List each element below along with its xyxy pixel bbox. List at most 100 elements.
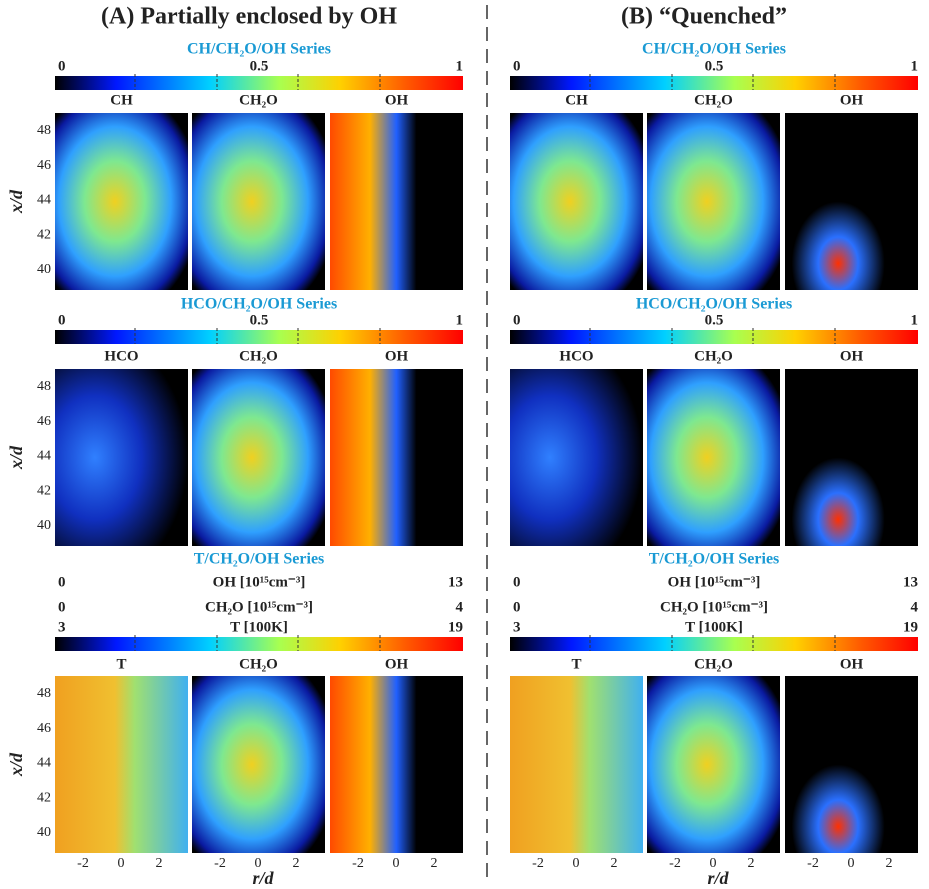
- y-tick-label: 42: [37, 483, 51, 498]
- colorbar-label: 0.5: [250, 312, 269, 328]
- scale-label: OH [10¹⁵cm⁻³]: [668, 574, 761, 590]
- colorbar-label: 1: [911, 58, 919, 74]
- series-title: CH/CH₂O/OH Series: [187, 41, 331, 58]
- image-label: CH₂O: [694, 348, 733, 364]
- x-axis-label: r/d: [252, 868, 274, 888]
- series-title: T/CH₂O/OH Series: [194, 551, 325, 568]
- image-label: HCO: [559, 348, 593, 364]
- image-panel: [647, 676, 780, 853]
- image-label: HCO: [104, 348, 138, 364]
- image-panel: [55, 676, 188, 853]
- image-label: OH: [840, 92, 864, 108]
- y-tick-label: 46: [37, 721, 51, 736]
- image-panel: [192, 113, 325, 290]
- x-tick-label: 0: [255, 856, 262, 871]
- x-tick-label: -2: [214, 856, 226, 871]
- image-panel: [510, 113, 643, 290]
- image-panel: [192, 676, 325, 853]
- image-label: T: [571, 656, 581, 672]
- colorbar: [510, 76, 918, 90]
- image-panel: [192, 369, 325, 546]
- image-panel: [330, 113, 463, 290]
- y-axis-label: x/d: [6, 445, 26, 470]
- colorbar-label: 0: [513, 58, 521, 74]
- scale-min: 3: [58, 619, 66, 635]
- image-panel: [647, 113, 780, 290]
- colorbar-label: 0: [513, 312, 521, 328]
- column-title: (B) “Quenched”: [621, 4, 787, 30]
- scale-max: 4: [911, 599, 919, 615]
- image-panel: [647, 369, 780, 546]
- scale-max: 19: [448, 619, 463, 635]
- y-tick-label: 48: [37, 123, 51, 138]
- image-label: CH: [110, 92, 133, 108]
- x-tick-label: 0: [393, 856, 400, 871]
- y-tick-label: 40: [37, 262, 51, 277]
- scale-label: T [100K]: [230, 619, 288, 635]
- series-title: HCO/CH₂O/OH Series: [636, 296, 792, 313]
- image-label: OH: [385, 656, 409, 672]
- image-label: CH₂O: [239, 656, 278, 672]
- image-panel: [330, 676, 463, 853]
- y-tick-label: 48: [37, 686, 51, 701]
- x-tick-label: 0: [573, 856, 580, 871]
- x-tick-label: -2: [532, 856, 544, 871]
- scale-max: 19: [903, 619, 918, 635]
- scale-max: 4: [456, 599, 464, 615]
- x-tick-label: 2: [611, 856, 618, 871]
- image-panel: [785, 113, 918, 290]
- image-label: OH: [840, 348, 864, 364]
- y-tick-label: 48: [37, 379, 51, 394]
- image-panel: [55, 369, 188, 546]
- y-tick-label: 44: [37, 449, 51, 464]
- series-title: T/CH₂O/OH Series: [649, 551, 780, 568]
- x-tick-label: -2: [77, 856, 89, 871]
- scale-label: CH₂O [10¹⁵cm⁻³]: [660, 599, 768, 615]
- image-label: CH₂O: [239, 348, 278, 364]
- y-tick-label: 40: [37, 825, 51, 840]
- scale-label: CH₂O [10¹⁵cm⁻³]: [205, 599, 313, 615]
- y-tick-label: 42: [37, 790, 51, 805]
- colorbar-label: 0.5: [705, 312, 724, 328]
- y-tick-label: 42: [37, 227, 51, 242]
- x-tick-label: -2: [669, 856, 681, 871]
- colorbar-label: 1: [911, 312, 919, 328]
- image-panel: [55, 113, 188, 290]
- image-panel: [330, 369, 463, 546]
- x-tick-label: 0: [710, 856, 717, 871]
- colorbar-label: 0: [58, 312, 66, 328]
- colorbar-label: 0: [58, 58, 66, 74]
- scale-min: 3: [513, 619, 521, 635]
- image-panel: [785, 369, 918, 546]
- image-label: OH: [385, 92, 409, 108]
- x-tick-label: 2: [886, 856, 893, 871]
- colorbar-label: 1: [456, 58, 464, 74]
- scale-max: 13: [448, 574, 463, 590]
- image-label: CH₂O: [239, 92, 278, 108]
- colorbar-label: 1: [456, 312, 464, 328]
- x-tick-label: 2: [293, 856, 300, 871]
- x-tick-label: 0: [118, 856, 125, 871]
- image-label: CH₂O: [694, 656, 733, 672]
- scale-label: T [100K]: [685, 619, 743, 635]
- series-title: CH/CH₂O/OH Series: [642, 41, 786, 58]
- image-label: OH: [840, 656, 864, 672]
- colorbar: [510, 330, 918, 344]
- scale-min: 0: [58, 599, 66, 615]
- scale-min: 0: [513, 574, 521, 590]
- y-axis-label: x/d: [6, 189, 26, 214]
- image-panel: [510, 676, 643, 853]
- scale-max: 13: [903, 574, 918, 590]
- column-title: (A) Partially enclosed by OH: [101, 4, 397, 30]
- x-tick-label: -2: [352, 856, 364, 871]
- colorbar-label: 0.5: [250, 58, 269, 74]
- x-tick-label: -2: [807, 856, 819, 871]
- image-label: CH: [565, 92, 588, 108]
- series-title: HCO/CH₂O/OH Series: [181, 296, 337, 313]
- x-axis-label: r/d: [707, 868, 729, 888]
- y-axis-label: x/d: [6, 752, 26, 777]
- y-tick-label: 44: [37, 756, 51, 771]
- scale-min: 0: [513, 599, 521, 615]
- image-label: CH₂O: [694, 92, 733, 108]
